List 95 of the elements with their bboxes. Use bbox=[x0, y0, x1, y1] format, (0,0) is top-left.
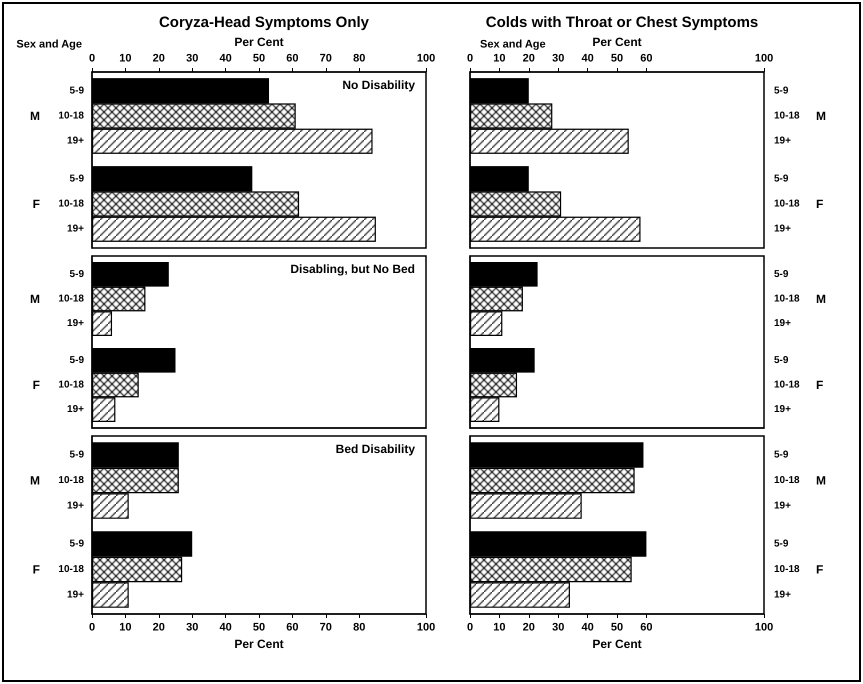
text: 19+ bbox=[774, 590, 791, 601]
x-tick-label: 40 bbox=[219, 52, 232, 64]
y-tick-label: M bbox=[30, 474, 40, 488]
text: 10-18 bbox=[58, 380, 84, 390]
x-tick-label: 100 bbox=[754, 52, 774, 64]
y-tick-label: M bbox=[30, 292, 40, 306]
text: 5-9 bbox=[774, 268, 789, 280]
y-tick-label: F bbox=[816, 378, 824, 392]
series-label: 5-9 bbox=[70, 268, 84, 280]
x-tick-label: 10 bbox=[119, 52, 132, 64]
text: 10-18 bbox=[774, 564, 800, 575]
y-tick-label: M bbox=[30, 109, 40, 123]
y-tick-label: F bbox=[816, 197, 824, 211]
text: 19+ bbox=[774, 136, 791, 147]
x-tick-label: 20 bbox=[522, 52, 535, 64]
text: 5-9 bbox=[774, 354, 788, 366]
x-tick-label: 60 bbox=[286, 52, 299, 64]
text: 5-9 bbox=[774, 173, 788, 184]
text: 19+ bbox=[774, 500, 792, 512]
y-tick-label: F bbox=[32, 197, 40, 211]
y-axis-title: Sex and Age bbox=[480, 38, 546, 50]
text: 5-9 bbox=[774, 85, 789, 96]
x-tick-label: 100 bbox=[754, 622, 774, 634]
text: 19+ bbox=[67, 404, 84, 416]
text: 5-9 bbox=[774, 538, 789, 550]
x-tick-label: 50 bbox=[252, 52, 266, 64]
x-tick-label: 50 bbox=[610, 622, 624, 634]
x-tick-label: 60 bbox=[640, 622, 653, 634]
x-tick-label: 20 bbox=[522, 622, 535, 634]
text: 19+ bbox=[774, 318, 792, 330]
series-label: 5-9 bbox=[70, 449, 84, 460]
text: 10-18 bbox=[774, 110, 800, 122]
x-tick-label: 70 bbox=[320, 622, 332, 634]
series-label: 10-18 bbox=[58, 294, 84, 304]
x-tick-label: 10 bbox=[493, 622, 506, 634]
x-tick-label: 20 bbox=[152, 52, 165, 64]
x-axis-title: Per Cent bbox=[234, 35, 284, 50]
text: Bed Disability bbox=[336, 442, 416, 456]
x-tick-label: 0 bbox=[88, 52, 96, 64]
x-tick-label: 0 bbox=[466, 622, 474, 634]
series-label: 19+ bbox=[67, 318, 84, 330]
y-tick-label: M bbox=[816, 474, 826, 488]
x-tick-label: 10 bbox=[493, 52, 506, 64]
y-tick-label: F bbox=[32, 562, 40, 576]
text: 10-18 bbox=[774, 475, 800, 486]
x-axis-title: Per Cent bbox=[234, 636, 284, 651]
text: 19+ bbox=[67, 224, 84, 235]
text: 10-18 bbox=[774, 380, 800, 390]
x-tick-label: 60 bbox=[286, 622, 299, 634]
x-tick-label: 10 bbox=[119, 622, 132, 634]
text: 10-18 bbox=[58, 564, 84, 575]
text: 10-18 bbox=[774, 294, 800, 304]
y-tick-label: F bbox=[32, 378, 40, 392]
x-tick-label: 100 bbox=[416, 52, 436, 64]
text: Disabling, but No Bed bbox=[290, 262, 416, 276]
text: 5-9 bbox=[70, 173, 84, 184]
text: 19+ bbox=[67, 590, 84, 601]
x-axis-title: Per Cent bbox=[592, 35, 642, 50]
text: 19+ bbox=[774, 404, 791, 416]
series-label: 10-18 bbox=[58, 475, 84, 486]
x-tick-label: 0 bbox=[466, 52, 474, 64]
x-tick-label: 30 bbox=[552, 52, 564, 64]
x-tick-label: 60 bbox=[640, 52, 653, 64]
text: No Disability bbox=[342, 78, 416, 92]
x-tick-label: 70 bbox=[320, 52, 332, 64]
x-tick-label: 30 bbox=[186, 52, 198, 64]
series-label: 19+ bbox=[67, 136, 84, 147]
chart-title: Colds with Throat or Chest Symptoms bbox=[486, 14, 758, 31]
y-tick-label: M bbox=[816, 292, 826, 306]
text: 10-18 bbox=[58, 198, 84, 210]
series-label: 19+ bbox=[67, 500, 84, 512]
series-label: 10-18 bbox=[58, 110, 84, 122]
y-tick-label: F bbox=[816, 562, 824, 576]
text: 19+ bbox=[774, 224, 792, 235]
x-tick-label: 20 bbox=[152, 622, 165, 634]
x-tick-label: 50 bbox=[252, 622, 266, 634]
series-label: 5-9 bbox=[70, 85, 84, 96]
x-axis-title: Per Cent bbox=[592, 636, 642, 651]
text: 5-9 bbox=[774, 449, 788, 460]
y-tick-label: M bbox=[816, 109, 826, 123]
text: 5-9 bbox=[70, 354, 84, 366]
x-tick-label: 0 bbox=[88, 622, 96, 634]
text: 5-9 bbox=[70, 538, 84, 550]
chart-title: Coryza-Head Symptoms Only bbox=[158, 14, 370, 31]
x-tick-label: 40 bbox=[581, 52, 594, 64]
x-tick-label: 30 bbox=[186, 622, 198, 634]
x-tick-label: 50 bbox=[610, 52, 624, 64]
x-tick-label: 100 bbox=[416, 622, 436, 634]
y-axis-title: Sex and Age bbox=[16, 38, 82, 50]
x-tick-label: 40 bbox=[219, 622, 232, 634]
text: 10-18 bbox=[774, 198, 800, 210]
x-tick-label: 30 bbox=[552, 622, 564, 634]
x-tick-label: 40 bbox=[581, 622, 594, 634]
x-tick-label: 80 bbox=[353, 622, 366, 634]
x-tick-label: 80 bbox=[353, 52, 366, 64]
